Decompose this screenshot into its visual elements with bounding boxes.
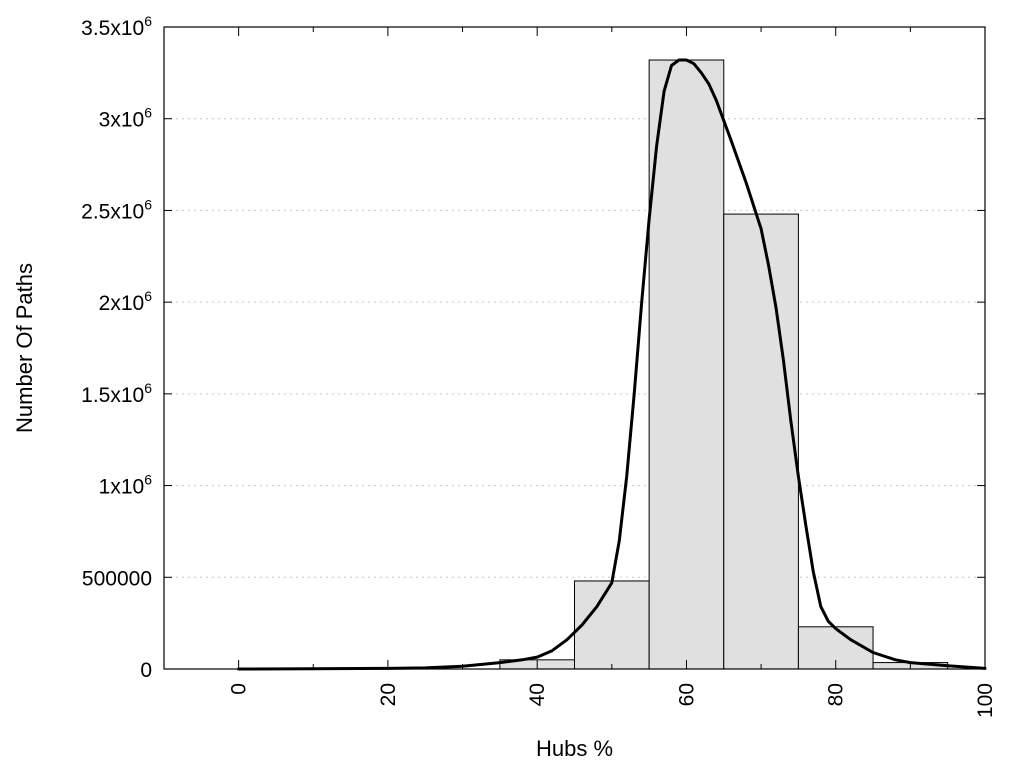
y-tick-label-exponent: 6	[144, 380, 152, 396]
x-tick-label: 100	[974, 683, 997, 718]
y-tick-label: 1.5x106	[81, 380, 152, 407]
y-tick-label-base: 500000	[82, 567, 152, 590]
y-tick-label-exponent: 6	[144, 288, 152, 304]
y-tick-label: 2x106	[99, 288, 153, 315]
tick-labels: 05000001x1061.5x1062x1062.5x1063x1063.5x…	[81, 13, 997, 718]
x-tick-label: 0	[228, 683, 251, 695]
y-tick-label: 3.5x106	[81, 13, 152, 40]
y-tick-label-exponent: 6	[144, 105, 152, 121]
histogram-bar	[574, 580, 650, 670]
plot-frame	[163, 26, 986, 670]
y-tick-label-base: 1x10	[99, 476, 145, 499]
y-tick-label: 1x106	[99, 472, 153, 499]
y-tick-label-base: 3x10	[99, 109, 145, 132]
density-curve	[237, 58, 987, 671]
y-tick-label-exponent: 6	[144, 13, 152, 29]
x-tick-label: 60	[675, 683, 698, 706]
y-axis-title: Number Of Paths	[12, 263, 37, 433]
x-tick-label: 40	[526, 683, 549, 706]
x-tick-label: 20	[377, 683, 400, 706]
grid-lines	[164, 118, 985, 578]
y-tick-label-exponent: 6	[144, 196, 152, 212]
axis-ticks	[164, 26, 986, 670]
y-tick-label-base: 1.5x10	[81, 384, 144, 407]
histogram-bar	[723, 213, 799, 670]
y-tick-label-base: 2.5x10	[81, 200, 144, 223]
histogram-bar	[648, 59, 725, 670]
y-tick-label: 2.5x106	[81, 196, 152, 223]
histogram-bars	[499, 59, 949, 670]
x-tick-label: 80	[825, 683, 848, 706]
y-tick-label: 500000	[82, 567, 152, 590]
x-axis-title: Hubs %	[536, 736, 613, 761]
y-tick-label-exponent: 6	[144, 472, 152, 488]
y-tick-label: 3x106	[99, 105, 153, 132]
y-tick-label-base: 0	[140, 659, 152, 682]
y-tick-label: 0	[140, 659, 152, 682]
density-curve-layer	[237, 58, 987, 671]
y-tick-label-base: 3.5x10	[81, 17, 144, 40]
y-tick-label-base: 2x10	[99, 292, 145, 315]
